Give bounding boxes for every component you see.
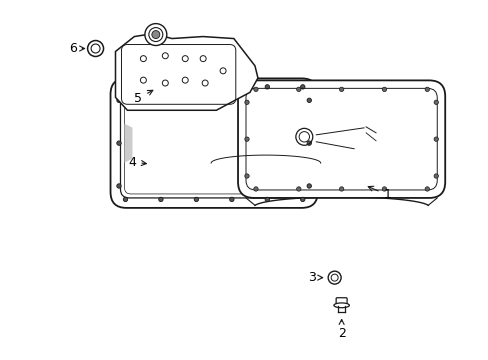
Circle shape (306, 141, 311, 145)
Text: 6: 6 (69, 42, 84, 55)
Circle shape (306, 184, 311, 188)
Circle shape (306, 98, 311, 103)
Circle shape (123, 85, 127, 89)
Text: 2: 2 (337, 319, 345, 340)
Text: 3: 3 (307, 271, 322, 284)
Circle shape (433, 100, 438, 104)
Circle shape (424, 187, 428, 191)
Circle shape (123, 197, 127, 202)
Circle shape (144, 24, 166, 45)
Text: 4: 4 (128, 156, 146, 168)
Text: 5: 5 (134, 90, 153, 105)
Circle shape (253, 187, 258, 191)
Circle shape (339, 87, 343, 91)
Polygon shape (115, 33, 258, 110)
Circle shape (244, 100, 249, 104)
FancyBboxPatch shape (335, 298, 346, 305)
Circle shape (117, 98, 121, 103)
Circle shape (433, 137, 438, 141)
Polygon shape (124, 124, 132, 163)
FancyBboxPatch shape (110, 78, 317, 208)
Circle shape (159, 85, 163, 89)
Circle shape (300, 197, 305, 202)
Ellipse shape (333, 303, 348, 308)
Circle shape (159, 197, 163, 202)
Circle shape (300, 85, 305, 89)
Circle shape (424, 87, 428, 91)
Circle shape (264, 85, 269, 89)
Circle shape (433, 174, 438, 178)
Circle shape (117, 141, 121, 145)
Circle shape (296, 187, 301, 191)
Circle shape (194, 85, 198, 89)
Circle shape (229, 85, 234, 89)
Circle shape (194, 197, 198, 202)
Circle shape (244, 174, 249, 178)
Text: 1: 1 (367, 186, 390, 202)
Circle shape (339, 187, 343, 191)
Circle shape (244, 137, 249, 141)
Circle shape (264, 197, 269, 202)
Circle shape (296, 87, 301, 91)
Circle shape (229, 197, 234, 202)
Circle shape (152, 31, 160, 39)
Circle shape (117, 184, 121, 188)
Circle shape (382, 87, 386, 91)
Circle shape (382, 187, 386, 191)
FancyBboxPatch shape (238, 80, 444, 198)
Circle shape (253, 87, 258, 91)
